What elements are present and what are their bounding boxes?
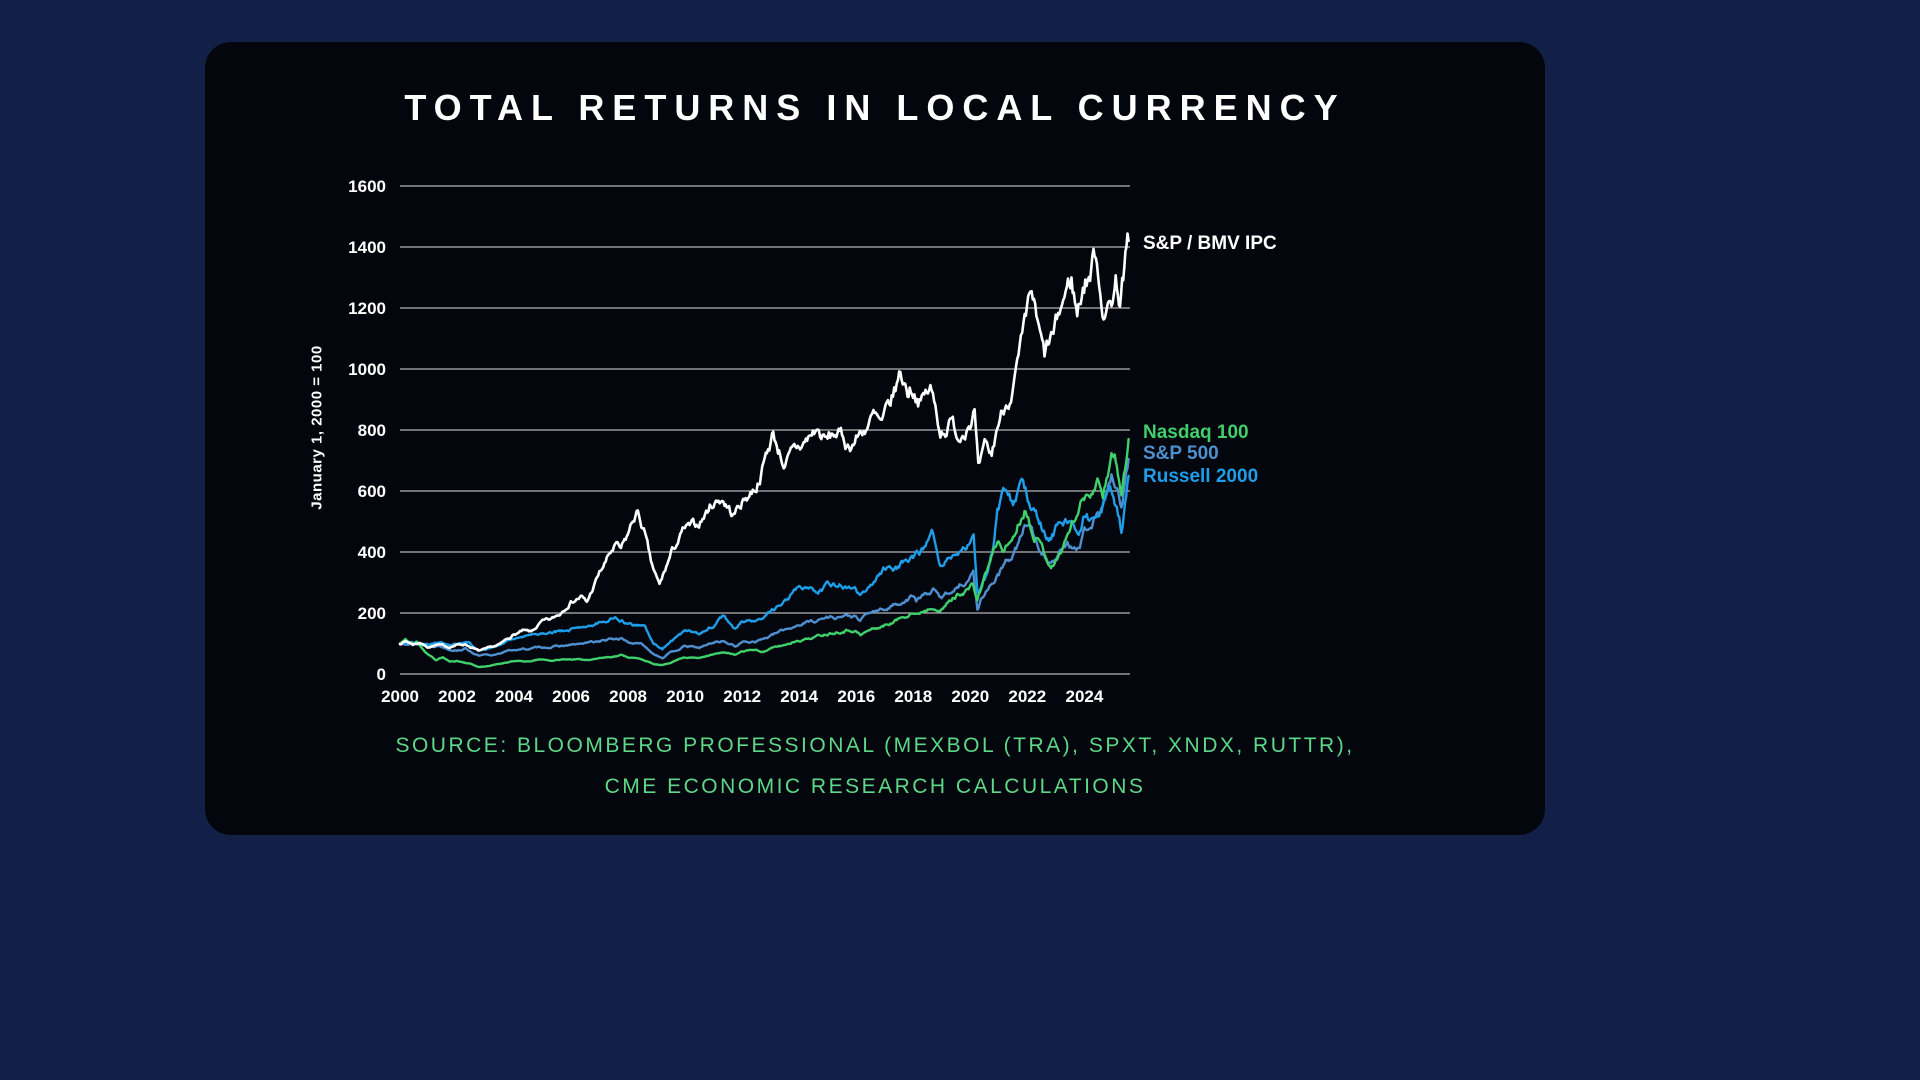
series-line-sp500 [398, 457, 1130, 660]
returns-line-chart: 0 200 400 600 800 1000 1200 1400 1600 2000 2002 200… [348, 177, 1130, 706]
y-tick-label: 1200 [348, 299, 386, 318]
x-tick-label: 2006 [552, 687, 590, 706]
x-tick-label: 2002 [438, 687, 476, 706]
series-line-nasdaq100 [398, 437, 1130, 669]
x-tick-label: 2008 [609, 687, 647, 706]
y-tick-label: 200 [358, 604, 386, 623]
x-tick-label: 2024 [1065, 687, 1103, 706]
y-tick-label: 400 [358, 543, 386, 562]
y-tick-label: 1600 [348, 177, 386, 196]
series-line-russell2000 [398, 474, 1130, 652]
x-tick-label: 2014 [780, 687, 818, 706]
series-label-russell2000: Russell 2000 [1143, 466, 1259, 487]
x-tick-label: 2020 [951, 687, 989, 706]
series-label-sp500: S&P 500 [1143, 443, 1219, 464]
page-title: TOTAL RETURNS IN LOCAL CURRENCY [404, 87, 1346, 128]
source-text-line1: SOURCE: BLOOMBERG PROFESSIONAL (MEXBOL (… [395, 734, 1355, 757]
y-tick-label: 1000 [348, 360, 386, 379]
x-tick-label: 2004 [495, 687, 533, 706]
x-tick-label: 2000 [381, 687, 419, 706]
y-tick-label: 1400 [348, 238, 386, 257]
series-line-ipc [398, 232, 1130, 652]
x-tick-label: 2018 [894, 687, 932, 706]
x-tick-label: 2010 [666, 687, 704, 706]
x-tick-label: 2016 [837, 687, 875, 706]
chart-card: TOTAL RETURNS IN LOCAL CURRENCY 0 200 400 6… [205, 42, 1545, 835]
series-label-ipc: S&P / BMV IPC [1143, 233, 1277, 254]
chart-area: 0 200 400 600 800 1000 1200 1400 1600 2000 2002 200… [205, 140, 1545, 720]
y-tick-label: 0 [377, 665, 386, 684]
series-label-nasdaq100: Nasdaq 100 [1143, 422, 1249, 443]
y-tick-label: 800 [358, 421, 386, 440]
y-axis-title: January 1, 2000 = 100 [308, 345, 326, 510]
source-text-line2: CME ECONOMIC RESEARCH CALCULATIONS [604, 775, 1146, 798]
x-tick-label: 2022 [1008, 687, 1046, 706]
x-tick-label: 2012 [723, 687, 761, 706]
y-tick-label: 600 [358, 482, 386, 501]
